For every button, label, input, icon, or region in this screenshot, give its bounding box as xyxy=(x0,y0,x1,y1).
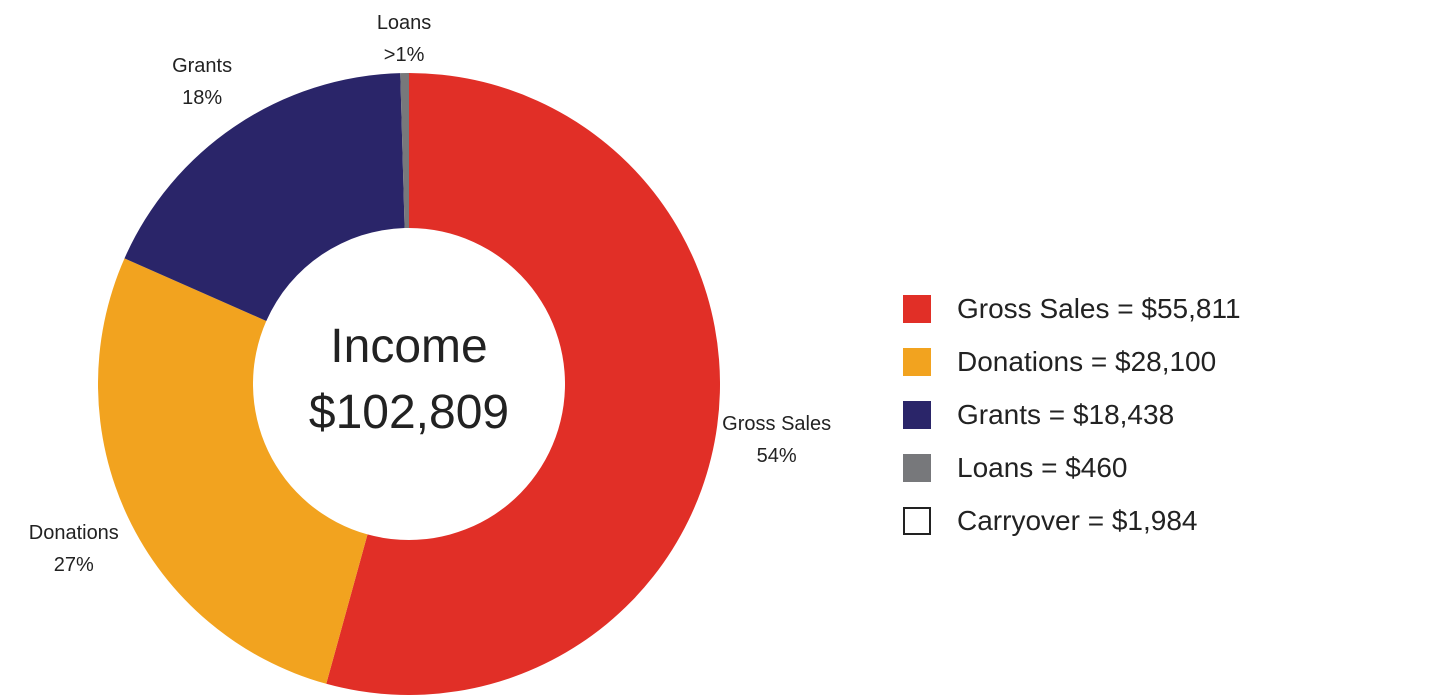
slice-label-grants: Grants 18% xyxy=(172,55,232,109)
center-title: Income xyxy=(330,320,487,373)
legend-item: Donations = $28,100 xyxy=(903,335,1241,388)
legend: Gross Sales = $55,811 Donations = $28,100… xyxy=(903,282,1241,547)
slice-label-name: Donations xyxy=(29,522,119,544)
slice-label-percent: 27% xyxy=(54,554,94,576)
slice-label-name: Grants xyxy=(172,55,232,77)
center-value: $102,809 xyxy=(309,386,509,439)
legend-item: Loans = $460 xyxy=(903,441,1241,494)
legend-swatch xyxy=(903,347,931,376)
legend-swatch xyxy=(903,400,931,429)
slices-group xyxy=(98,73,721,695)
legend-item: Grants = $18,438 xyxy=(903,388,1241,441)
slice-label-name: Loans xyxy=(377,12,432,34)
slice-gross-sales xyxy=(326,73,721,695)
legend-label: Carryover = $1,984 xyxy=(957,504,1198,536)
legend-label: Gross Sales = $55,811 xyxy=(957,292,1241,324)
legend-label: Donations = $28,100 xyxy=(957,345,1217,377)
slice-label-gross-sales: Gross Sales 54% xyxy=(722,413,831,467)
legend-swatch xyxy=(903,294,931,323)
slice-label-donations: Donations 27% xyxy=(29,522,119,576)
legend-item: Carryover = $1,984 xyxy=(903,494,1241,547)
slice-grants xyxy=(124,73,405,321)
slice-loans xyxy=(400,73,409,229)
slice-label-name: Gross Sales xyxy=(722,413,831,435)
legend-swatch xyxy=(903,506,931,535)
legend-label: Grants = $18,438 xyxy=(957,398,1175,430)
legend-swatch xyxy=(903,453,931,482)
slice-donations xyxy=(98,258,368,684)
legend-label: Loans = $460 xyxy=(957,451,1128,483)
slice-label-percent: >1% xyxy=(384,44,425,66)
slice-label-percent: 18% xyxy=(182,87,222,109)
legend-item: Gross Sales = $55,811 xyxy=(903,282,1241,335)
slice-label-loans: Loans >1% xyxy=(377,12,432,66)
donut-chart: Gross Sales 54% Donations 27% Grants 18% Loans… xyxy=(29,12,831,695)
slice-labels-group: Gross Sales 54% Donations 27% Grants 18% Loans… xyxy=(29,12,831,576)
slice-label-percent: 54% xyxy=(757,445,797,467)
